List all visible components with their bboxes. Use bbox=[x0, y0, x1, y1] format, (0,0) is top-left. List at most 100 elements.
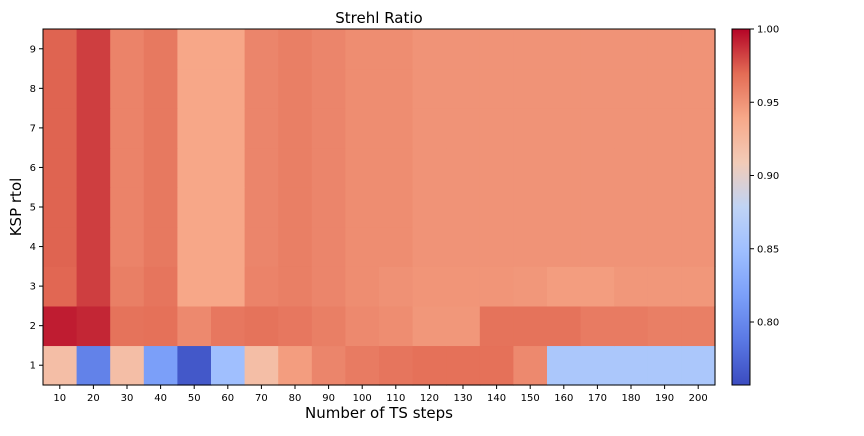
heatmap-cell bbox=[244, 68, 279, 109]
heatmap-cell bbox=[278, 345, 313, 386]
y-tick-label: 6 bbox=[30, 163, 36, 174]
heatmap-cell bbox=[43, 226, 78, 267]
heatmap-cell bbox=[412, 266, 447, 307]
heatmap-cell bbox=[43, 147, 78, 188]
heatmap-cell bbox=[379, 187, 414, 228]
heatmap-cell bbox=[379, 108, 414, 149]
heatmap-cell bbox=[513, 266, 548, 307]
heatmap-cell bbox=[110, 266, 145, 307]
heatmap-cell bbox=[547, 147, 582, 188]
heatmap-cell bbox=[76, 108, 111, 149]
heatmap-cell bbox=[513, 147, 548, 188]
heatmap-cell bbox=[177, 187, 212, 228]
heatmap-cell bbox=[580, 68, 615, 109]
heatmap-cell bbox=[311, 305, 346, 347]
heatmap-cell bbox=[412, 187, 447, 228]
heatmap-cell bbox=[244, 345, 279, 386]
heatmap-cell bbox=[614, 226, 649, 267]
heatmap-cell bbox=[681, 266, 716, 307]
heatmap-cell bbox=[681, 68, 716, 109]
heatmap-cell bbox=[143, 187, 178, 228]
heatmap-cell bbox=[345, 108, 380, 149]
colorbar-tick-label: 1.00 bbox=[757, 25, 779, 36]
heatmap-cell bbox=[547, 187, 582, 228]
heatmap-cell bbox=[379, 29, 414, 70]
heatmap-cell bbox=[211, 226, 246, 267]
heatmap-cell bbox=[345, 226, 380, 267]
x-tick-label: 60 bbox=[221, 393, 234, 404]
heatmap-cell bbox=[614, 345, 649, 386]
heatmap-cell bbox=[547, 345, 582, 386]
heatmap-cell bbox=[110, 147, 145, 188]
heatmap-cell bbox=[647, 29, 682, 70]
y-tick-label: 2 bbox=[30, 321, 36, 332]
heatmap-cell bbox=[513, 187, 548, 228]
heatmap-cell bbox=[513, 305, 548, 347]
heatmap-cell bbox=[513, 345, 548, 386]
heatmap-cell bbox=[547, 108, 582, 149]
heatmap-cell bbox=[580, 147, 615, 188]
x-tick-label: 30 bbox=[121, 393, 134, 404]
y-tick-label: 7 bbox=[30, 123, 36, 134]
heatmap-cell bbox=[110, 345, 145, 386]
colorbar-tick-label: 0.85 bbox=[757, 244, 779, 255]
heatmap-cell bbox=[479, 345, 514, 386]
heatmap-cell bbox=[446, 305, 481, 347]
x-tick-label: 120 bbox=[420, 393, 439, 404]
heatmap-cell bbox=[681, 108, 716, 149]
heatmap-cell bbox=[547, 68, 582, 109]
heatmap-cell bbox=[211, 147, 246, 188]
heatmap-cell bbox=[479, 266, 514, 307]
heatmap-cell bbox=[345, 68, 380, 109]
heatmap-cell bbox=[143, 68, 178, 109]
heatmap-cell bbox=[479, 29, 514, 70]
heatmap-cell bbox=[379, 266, 414, 307]
heatmap-cell bbox=[76, 266, 111, 307]
heatmap-cell bbox=[143, 147, 178, 188]
heatmap-cell bbox=[412, 147, 447, 188]
heatmap-cell bbox=[412, 108, 447, 149]
heatmap-cell bbox=[681, 345, 716, 386]
heatmap-cell bbox=[110, 108, 145, 149]
heatmap-cell bbox=[647, 68, 682, 109]
x-tick-label: 170 bbox=[588, 393, 607, 404]
heatmap-cell bbox=[211, 108, 246, 149]
x-tick-label: 10 bbox=[53, 393, 66, 404]
x-tick-label: 140 bbox=[487, 393, 506, 404]
heatmap-cell bbox=[345, 345, 380, 386]
heatmap-cell bbox=[479, 108, 514, 149]
heatmap-cell bbox=[278, 29, 313, 70]
y-axis-ticks: 1 2 3 4 5 6 7 8 9 bbox=[30, 44, 43, 372]
heatmap-cell bbox=[513, 29, 548, 70]
x-tick-label: 200 bbox=[689, 393, 708, 404]
heatmap-cell bbox=[311, 29, 346, 70]
heatmap-cell bbox=[76, 29, 111, 70]
heatmap-cell bbox=[647, 266, 682, 307]
heatmap-cell bbox=[580, 29, 615, 70]
heatmap-cell bbox=[278, 187, 313, 228]
heatmap-cell bbox=[311, 345, 346, 386]
heatmap-cell bbox=[143, 305, 178, 347]
x-tick-label: 70 bbox=[255, 393, 268, 404]
chart-title: Strehl Ratio bbox=[335, 9, 422, 27]
heatmap-cell bbox=[76, 305, 111, 347]
heatmap-cell bbox=[345, 187, 380, 228]
heatmap-cell bbox=[547, 29, 582, 70]
heatmap-cell bbox=[446, 226, 481, 267]
heatmap-cell bbox=[244, 305, 279, 347]
heatmap-cell bbox=[379, 345, 414, 386]
x-axis-ticks: 10 20 30 40 50 60 70 80 90 100 110 120 130 140 150 160 1… bbox=[53, 385, 708, 404]
x-tick-label: 180 bbox=[621, 393, 640, 404]
heatmap-cell bbox=[446, 29, 481, 70]
heatmap-cell bbox=[580, 226, 615, 267]
heatmap-cell bbox=[547, 226, 582, 267]
colorbar-ticks: 0.80 0.85 0.90 0.95 1.00 bbox=[750, 25, 779, 329]
heatmap-cell bbox=[345, 29, 380, 70]
y-tick-label: 9 bbox=[30, 44, 36, 55]
heatmap-cell bbox=[379, 147, 414, 188]
heatmap-cell bbox=[614, 68, 649, 109]
heatmap-cell bbox=[143, 29, 178, 70]
heatmap-cell bbox=[614, 266, 649, 307]
heatmap-cell bbox=[379, 226, 414, 267]
